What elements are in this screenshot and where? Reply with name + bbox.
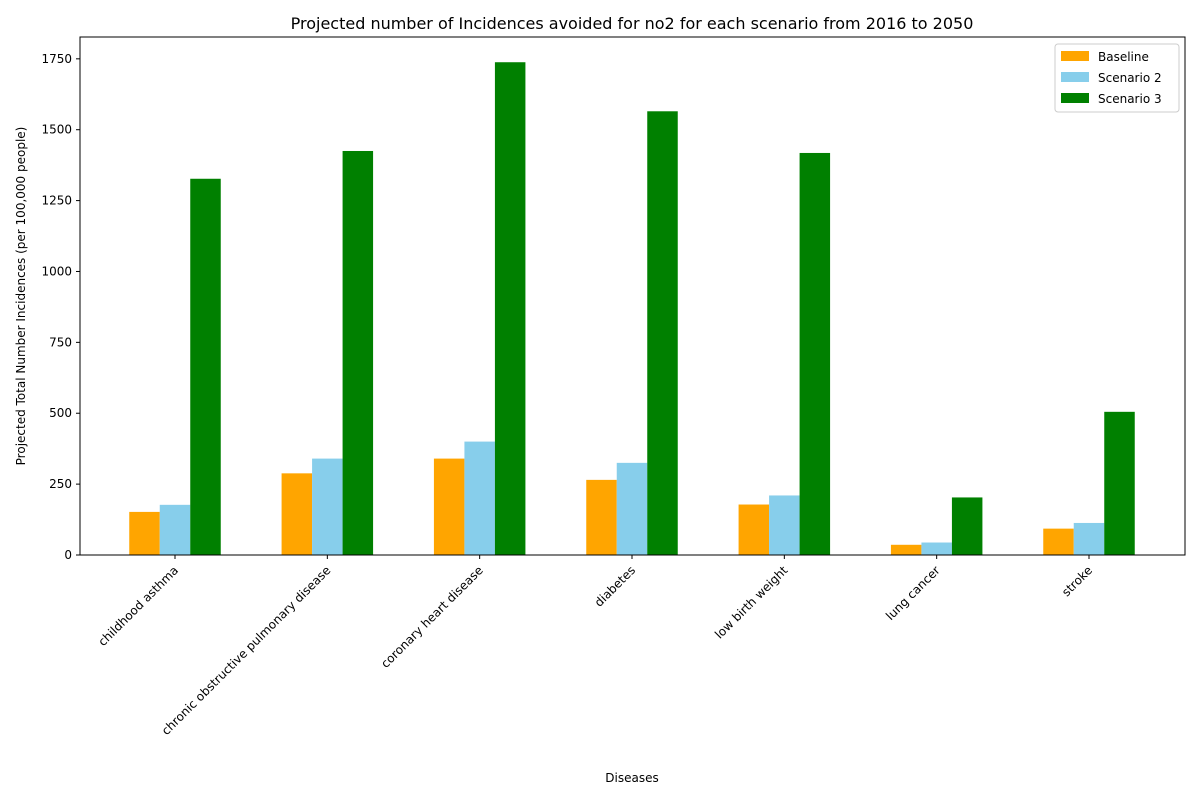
bar-scenario-3-1 [190,178,221,555]
bar-scenario-2-7 [1073,522,1105,555]
plot-area [129,62,1135,556]
bar-scenario-2-2 [312,458,343,555]
bar-baseline-5 [738,504,770,555]
bar-scenario-3-3 [494,62,526,555]
legend-swatch [1061,51,1089,61]
legend-label: Scenario 3 [1098,92,1162,106]
bar-baseline-3 [433,458,465,555]
bar-scenario-3-7 [1104,411,1135,555]
y-tick-label: 1750 [41,52,72,66]
legend: Baseline Scenario 2 Scenario 3 [1054,43,1180,113]
bar-scenario-2-6 [921,542,952,555]
chart-title: Projected number of Incidences avoided f… [291,14,974,33]
legend-swatch [1061,72,1089,82]
y-axis-label: Projected Total Number Incidences (per 1… [14,127,28,466]
bar-baseline-2 [281,473,313,555]
x-axis-label: Diseases [605,771,658,785]
y-tick-label: 1000 [41,264,72,278]
y-tick-label: 1500 [41,123,72,137]
bar-baseline-7 [1043,528,1074,555]
bar-baseline-6 [890,544,922,555]
y-tick-label: 0 [64,548,72,562]
bar-scenario-2-3 [464,441,495,555]
bar-baseline-1 [129,511,160,555]
bar-scenario-2-4 [616,462,648,555]
bar-scenario-2-5 [769,495,800,555]
legend-label: Scenario 2 [1098,71,1162,85]
y-tick-label: 250 [49,477,72,491]
bar-scenario-3-4 [647,111,678,555]
bar-scenario-2-1 [159,504,191,555]
bar-scenario-3-6 [951,497,983,555]
legend-swatch [1061,93,1089,103]
y-tick-label: 750 [49,335,72,349]
bar-baseline-4 [586,479,617,555]
bar-scenario-3-2 [342,150,374,556]
bar-scenario-3-5 [799,152,831,555]
legend-label: Baseline [1098,50,1149,64]
y-tick-label: 1250 [41,194,72,208]
y-tick-label: 500 [49,406,72,420]
